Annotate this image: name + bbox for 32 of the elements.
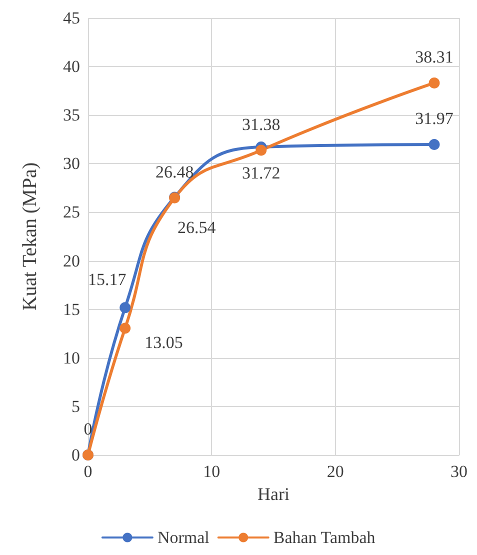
data-label: 31.38 (242, 114, 280, 134)
data-label: 0 (84, 420, 92, 438)
x-tick-label: 20 (326, 462, 344, 481)
point (256, 144, 267, 156)
y-tick-label: 5 (72, 396, 80, 416)
data-label: 13.05 (144, 332, 183, 352)
x-axis-title: Hari (258, 484, 290, 504)
point (428, 139, 440, 150)
data-label: 26.54 (177, 218, 216, 237)
y-tick-label: 30 (63, 154, 80, 174)
y-tick-label: 40 (63, 57, 80, 76)
legend-label: Normal (157, 528, 210, 547)
y-tick-label: 10 (63, 348, 80, 368)
y-tick-label: 20 (63, 251, 80, 270)
y-tick-label: 0 (72, 446, 80, 464)
point (120, 322, 131, 334)
x-tick-label: 0 (84, 462, 92, 481)
data-label: 31.97 (415, 109, 454, 128)
data-label: 38.31 (415, 47, 454, 66)
y-tick-label: 25 (63, 202, 80, 222)
y-tick-label: 15 (63, 300, 80, 319)
legend-label: Bahan Tambah (273, 528, 376, 547)
x-tick-label: 10 (203, 462, 220, 481)
y-tick-label: 35 (63, 106, 80, 125)
y-tick-label: 45 (63, 8, 80, 28)
y-axis-title: Kuat Tekan (MPa) (19, 162, 41, 311)
data-label: 31.72 (242, 163, 280, 182)
point (120, 302, 131, 314)
x-tick-label: 30 (450, 462, 468, 481)
data-label: 15.17 (88, 270, 127, 290)
data-label: 26.48 (155, 162, 194, 182)
point (428, 77, 440, 88)
